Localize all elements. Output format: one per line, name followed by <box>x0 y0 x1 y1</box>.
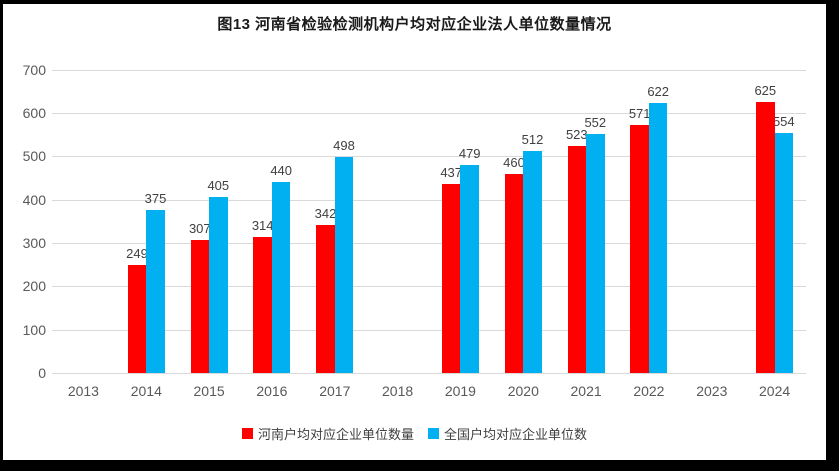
chart-legend: 河南户均对应企业单位数量 全国户均对应企业单位数 <box>3 424 826 443</box>
bar-2024-s0 <box>756 102 775 373</box>
legend-item-0: 河南户均对应企业单位数量 <box>241 424 414 443</box>
y-axis-tick-300: 300 <box>22 234 46 251</box>
bar-2020-s1 <box>523 151 542 373</box>
chart-title: 图13 河南省检验检测机构户均对应企业法人单位数量情况 <box>217 16 612 33</box>
y-axis-tick-0: 0 <box>38 365 46 381</box>
x-axis-tick-2015: 2015 <box>193 383 225 399</box>
x-axis-tick-2018: 2018 <box>382 383 414 399</box>
legend-item-1: 全国户均对应企业单位数 <box>428 424 587 443</box>
y-gridline-300 <box>52 242 806 244</box>
bar-2017-s0 <box>316 224 335 373</box>
data-label-2022-s1: 622 <box>647 84 670 100</box>
x-axis-tick-2022: 2022 <box>633 383 665 399</box>
data-label-2017-s0: 342 <box>314 205 337 221</box>
data-label-2021-s0: 523 <box>565 127 588 143</box>
y-axis-tick-400: 400 <box>22 191 46 208</box>
data-label-2019-s1: 479 <box>458 146 481 162</box>
legend-swatch-icon <box>428 428 439 439</box>
data-label-2021-s1: 552 <box>584 114 607 130</box>
data-label-2024-s1: 554 <box>772 113 795 129</box>
bar-2021-s0 <box>567 146 587 373</box>
data-label-2022-s0: 571 <box>628 106 651 122</box>
y-gridline-200 <box>52 286 806 288</box>
y-axis-tick-500: 500 <box>22 148 46 165</box>
y-axis-tick-100: 100 <box>22 321 46 338</box>
data-label-2024-s0: 625 <box>754 83 777 98</box>
data-label-2020-s1: 512 <box>521 132 544 147</box>
data-label-2014-s1: 375 <box>144 191 167 207</box>
y-gridline-0 <box>52 373 806 374</box>
y-axis-tick-200: 200 <box>22 278 46 295</box>
y-gridline-500 <box>52 156 806 158</box>
x-axis-tick-2021: 2021 <box>570 383 602 399</box>
bar-2022-s1 <box>648 103 668 373</box>
y-axis-tick-600: 600 <box>22 104 46 121</box>
x-axis-tick-2014: 2014 <box>130 383 162 399</box>
x-axis-tick-2023: 2023 <box>696 383 728 399</box>
bar-2016-s1 <box>271 182 291 373</box>
data-label-2020-s0: 460 <box>503 154 525 170</box>
page-border-left <box>0 0 3 471</box>
data-label-2015-s0: 307 <box>188 220 211 236</box>
bar-2014-s0 <box>127 265 147 373</box>
plot-area: 0 100 200 300 400 500 600 700 2013 2014 2015 2016 20… <box>22 61 806 399</box>
data-label-2016-s1: 440 <box>270 163 293 179</box>
x-axis-tick-2013: 2013 <box>67 383 99 399</box>
x-axis-tick-2016: 2016 <box>256 383 288 399</box>
data-label-2019-s0: 437 <box>440 164 463 180</box>
bar-2014-s1 <box>146 210 165 373</box>
data-label-2017-s1: 498 <box>333 138 355 154</box>
bar-2019-s1 <box>460 165 479 373</box>
bar-2015-s0 <box>190 239 210 373</box>
legend-swatch-icon <box>241 428 253 439</box>
data-label-2015-s1: 405 <box>207 178 230 194</box>
page-border-top <box>0 0 839 4</box>
x-axis-tick-2017: 2017 <box>319 383 351 399</box>
x-axis-tick-2024: 2024 <box>759 383 791 399</box>
data-label-2016-s0: 314 <box>251 217 274 233</box>
bar-2022-s0 <box>630 125 649 373</box>
bar-2015-s1 <box>209 197 228 373</box>
y-gridline-600 <box>52 112 806 114</box>
bar-2017-s1 <box>334 157 354 373</box>
legend-label: 河南户均对应企业单位数量 <box>257 427 414 442</box>
bar-2021-s1 <box>586 133 605 373</box>
bar-2024-s1 <box>774 132 794 373</box>
bar-2020-s0 <box>504 173 524 373</box>
x-axis-tick-2020: 2020 <box>507 383 539 399</box>
bar-2019-s0 <box>441 183 461 373</box>
legend-label: 全国户均对应企业单位数 <box>444 427 588 442</box>
page-border-right <box>826 0 839 471</box>
page-border-bottom <box>0 460 839 471</box>
y-gridline-100 <box>52 329 806 331</box>
x-axis-tick-2019: 2019 <box>444 383 476 399</box>
bar-2016-s0 <box>253 236 272 373</box>
y-gridline-700 <box>52 69 806 71</box>
y-gridline-400 <box>52 199 806 201</box>
data-label-2014-s0: 249 <box>126 246 148 261</box>
y-axis-tick-700: 700 <box>22 61 46 78</box>
